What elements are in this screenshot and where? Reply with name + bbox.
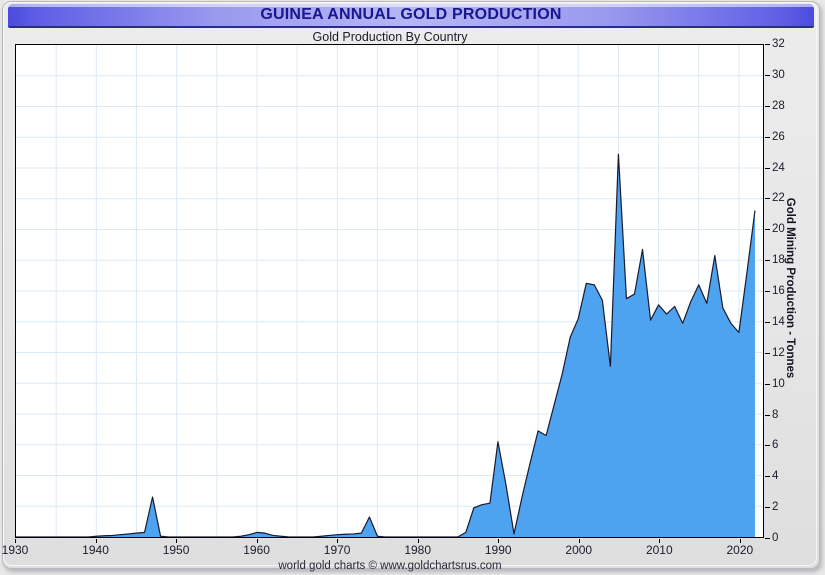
x-axis-tick-mark [659, 539, 661, 543]
y-axis-tick-label: 20 [772, 223, 785, 236]
y-axis-tick-mark [765, 74, 770, 76]
series-line [16, 153, 756, 537]
y-axis-tick-label: 32 [772, 38, 785, 50]
y-axis-tick-label: 4 [772, 470, 779, 483]
y-axis-tick-label: 10 [772, 377, 785, 390]
y-axis-tick-label: 0 [772, 532, 779, 544]
y-axis-tick-label: 18 [772, 254, 785, 267]
y-axis-tick-mark [765, 321, 770, 323]
x-axis-tick-label: 2020 [726, 543, 754, 557]
y-axis-tick-mark [765, 538, 770, 539]
y-axis-tick-mark [765, 105, 770, 107]
x-axis-tick-mark [739, 539, 741, 543]
y-axis-tick-mark [765, 136, 770, 138]
x-axis-tick-label: 2010 [645, 543, 673, 557]
y-axis-tick-label: 30 [772, 68, 785, 81]
y-axis-tick-mark [765, 414, 770, 416]
y-axis-tick-label: 6 [772, 439, 779, 452]
y-axis-tick-mark [765, 383, 770, 385]
y-axis-tick-mark [765, 229, 770, 231]
y-axis-tick-label: 24 [772, 161, 785, 174]
footer-credit: world gold charts © www.goldchartsrus.co… [278, 560, 502, 572]
y-axis-tick-mark [765, 291, 770, 292]
y-axis-title: Gold Mining Production - Tonnes [784, 197, 796, 378]
y-axis-tick-label: 14 [772, 315, 785, 328]
x-axis-tick-label: 1960 [243, 543, 270, 557]
chart-subtitle: Gold Production By Country [312, 30, 468, 44]
y-axis-tick-mark [765, 260, 770, 262]
x-axis-tick-mark [15, 539, 16, 543]
y-axis-tick-mark [765, 352, 770, 354]
y-axis-tick-label: 26 [772, 130, 785, 143]
y-axis-tick-label: 2 [772, 501, 779, 514]
y-axis-tick-mark [765, 198, 770, 200]
y-axis-tick-label: 22 [772, 192, 785, 205]
y-axis-tick-label: 8 [772, 408, 779, 421]
x-axis-tick-label: 1930 [1, 543, 29, 557]
x-axis-tick-mark [176, 539, 178, 543]
y-axis-tick-label: 12 [772, 346, 785, 359]
y-axis-tick-mark [765, 167, 770, 169]
x-axis-tick-mark [417, 539, 419, 543]
y-axis-tick-mark [765, 507, 770, 509]
window-titlebar: GUINEA ANNUAL GOLD PRODUCTION [8, 4, 814, 28]
x-axis-tick-mark [578, 539, 580, 543]
x-axis-tick-mark [95, 539, 97, 543]
x-axis-tick-mark [498, 539, 500, 543]
plot-area [15, 44, 764, 538]
x-axis-tick-label: 1990 [484, 543, 512, 557]
x-axis-tick-label: 2000 [565, 543, 593, 557]
series-area-fill [16, 154, 755, 537]
y-axis-tick-mark [765, 476, 770, 478]
area-chart-svg [16, 45, 763, 537]
page-title: GUINEA ANNUAL GOLD PRODUCTION [260, 6, 562, 23]
y-axis-tick-label: 16 [772, 285, 785, 297]
y-axis-tick-label: 28 [772, 99, 785, 112]
x-axis-tick-label: 1950 [162, 543, 190, 557]
x-axis-tick-mark [337, 539, 339, 543]
x-axis-tick-label: 1940 [82, 543, 109, 557]
y-axis-tick-mark [765, 44, 770, 45]
y-axis-tick-mark [765, 445, 770, 447]
x-axis-tick-label: 1970 [323, 543, 351, 557]
x-axis-tick-mark [256, 539, 258, 543]
x-axis-tick-label: 1980 [404, 543, 432, 557]
